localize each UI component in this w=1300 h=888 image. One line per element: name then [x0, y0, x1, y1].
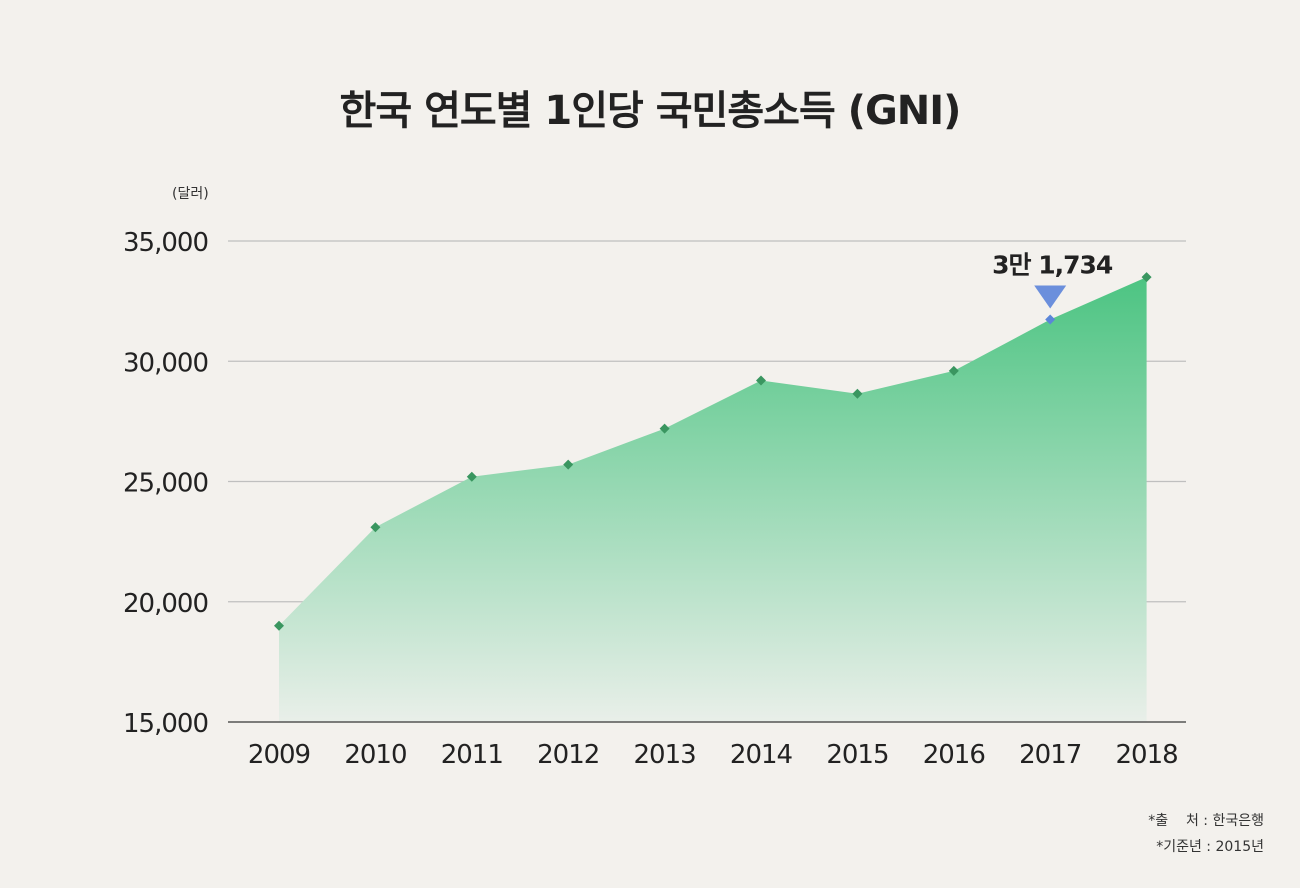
chart-title: 한국 연도별 1인당 국민총소득 (GNI) — [339, 88, 962, 134]
data-point — [659, 423, 670, 434]
data-point — [1141, 272, 1152, 283]
footnote-source: *출 처 : 한국은행 — [1148, 813, 1264, 829]
y-tick-label: 15,000 — [123, 709, 208, 739]
x-tick-label: 2014 — [730, 740, 793, 770]
y-tick-label: 20,000 — [123, 589, 208, 619]
x-tick-label: 2016 — [923, 740, 985, 770]
gridlines: 15,000 20,000 25,000 30,000 35,000 — [123, 228, 1186, 739]
data-point — [466, 471, 477, 482]
x-tick-label: 2010 — [344, 740, 406, 770]
data-point — [852, 388, 863, 399]
y-tick-label: 30,000 — [123, 348, 208, 378]
x-tick-label: 2018 — [1116, 740, 1178, 770]
y-tick-label: 25,000 — [123, 469, 208, 499]
x-tick-label: 2015 — [826, 740, 888, 770]
data-point — [563, 459, 574, 470]
highlight-data-point — [1045, 314, 1056, 325]
area-series — [279, 277, 1147, 722]
x-tick-label: 2011 — [441, 740, 503, 770]
x-tick-label: 2009 — [248, 740, 310, 770]
data-point — [370, 522, 381, 533]
x-tick-label: 2017 — [1019, 740, 1081, 770]
annotation: 3만 1,734 — [992, 251, 1114, 309]
data-point — [274, 620, 284, 631]
y-tick-label: 35,000 — [123, 228, 208, 258]
x-tick-label: 2012 — [537, 740, 599, 770]
data-markers — [274, 272, 1152, 631]
data-point — [948, 365, 959, 376]
axes: 2009 2010 2011 2012 2013 2014 2015 2016 2017 2018 — [228, 721, 1186, 770]
data-point — [756, 375, 766, 386]
footnote-base-year: *기준년 : 2015년 — [1156, 839, 1264, 855]
area-fill — [279, 277, 1147, 722]
x-tick-label: 2013 — [634, 740, 696, 770]
annotation-arrow-icon — [1034, 285, 1067, 309]
y-axis-unit-label: (달러) — [172, 186, 209, 202]
annotation-label: 3만 1,734 — [992, 251, 1113, 280]
